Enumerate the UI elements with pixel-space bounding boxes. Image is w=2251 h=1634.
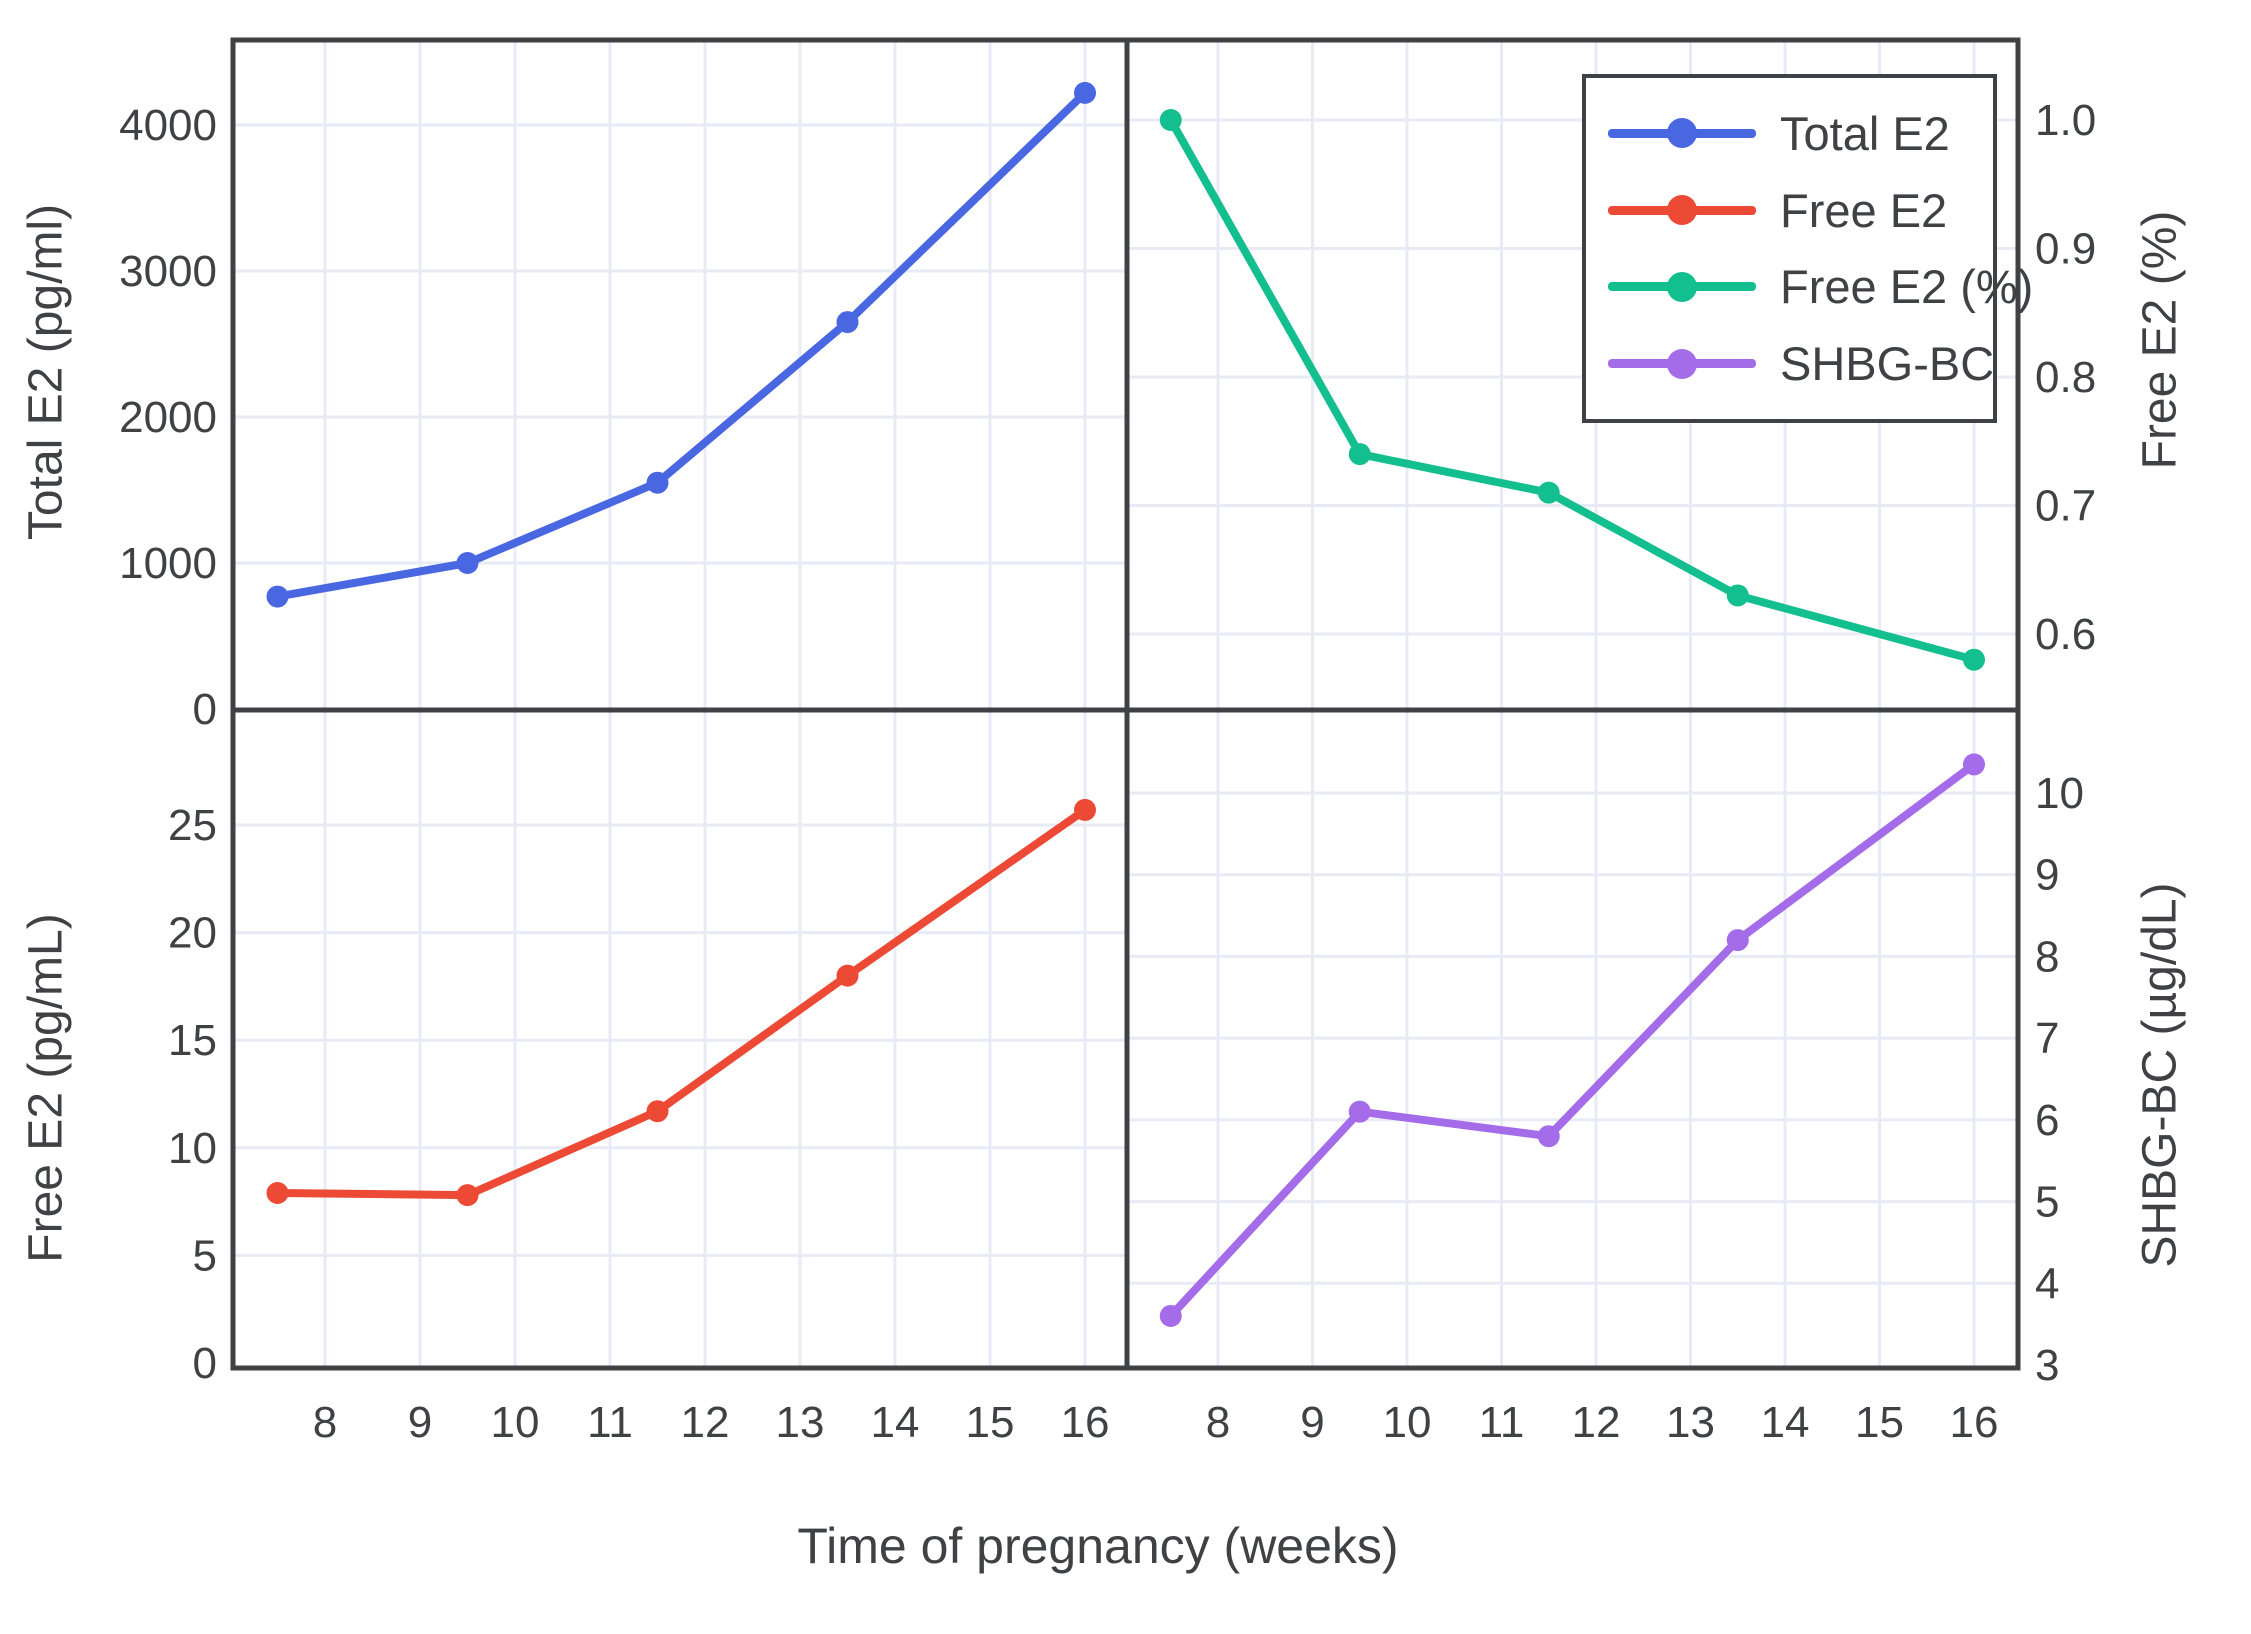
x-tick-label: 11 [587, 1398, 633, 1447]
data-point-free_e2 [266, 1181, 289, 1204]
y-tick-label-free_e2: 0 [193, 1339, 217, 1388]
series-line-free_e2 [273, 805, 1089, 1200]
data-point-free_e2_pct [1726, 584, 1749, 607]
data-point-free_e2_pct [1159, 109, 1182, 131]
series-line-total_e2 [273, 88, 1089, 601]
x-tick-label: 8 [1206, 1398, 1230, 1447]
legend-item-label: Free E2 (%) [1780, 260, 2034, 314]
x-tick-label: 16 [1061, 1398, 1110, 1447]
x-tick-label: 8 [313, 1398, 337, 1447]
y-tick-label-free_e2: 5 [193, 1231, 217, 1280]
x-tick-label: 11 [1479, 1398, 1525, 1447]
data-point-shbg_bc [1537, 1125, 1560, 1148]
data-point-free_e2_pct [1963, 648, 1985, 671]
x-tick-label: 13 [1666, 1398, 1715, 1447]
x-tick-label: 12 [681, 1398, 730, 1447]
legend-line-free-e2-icon [1608, 195, 1756, 226]
y-tick-label-total_e2: 3000 [119, 247, 217, 296]
data-point-free_e2 [456, 1184, 479, 1207]
legend-item-label: Free E2 [1780, 183, 1948, 237]
y-tick-label-free_e2: 20 [168, 909, 217, 958]
y-tick-label-shbg_bc: 10 [2035, 769, 2084, 818]
x-tick-label: 14 [1761, 1398, 1810, 1447]
data-point-free_e2 [1074, 798, 1096, 821]
y-tick-label-free_e2_pct: 0.8 [2035, 353, 2096, 402]
x-tick-label: 15 [966, 1398, 1015, 1447]
series-line-shbg_bc [1166, 760, 1978, 1320]
data-point-total_e2 [456, 552, 479, 574]
y-axis-title-shbg-bc: SHBG-BC (µg/dL) [2133, 882, 2187, 1268]
data-point-total_e2 [266, 585, 289, 608]
legend-item: Total E2 [1608, 106, 1993, 161]
data-point-total_e2 [646, 471, 669, 494]
y-tick-label-shbg_bc: 9 [2035, 851, 2059, 900]
x-tick-label: 16 [1950, 1398, 1999, 1447]
y-axis-title-free-e2: Free E2 (pg/mL) [19, 913, 73, 1263]
x-tick-label: 9 [408, 1398, 432, 1447]
data-point-shbg_bc [1159, 1304, 1182, 1327]
y-tick-label-shbg_bc: 5 [2035, 1178, 2059, 1227]
data-point-shbg_bc [1726, 929, 1749, 952]
y-tick-label-shbg_bc: 3 [2035, 1341, 2059, 1390]
y-tick-label-free_e2_pct: 0.9 [2035, 225, 2096, 274]
data-point-free_e2 [646, 1100, 669, 1123]
y-tick-label-free_e2_pct: 0.7 [2035, 482, 2096, 531]
x-tick-label: 14 [871, 1398, 920, 1447]
x-tick-label: 10 [491, 1398, 540, 1447]
y-axis-title-total-e2: Total E2 (pg/ml) [19, 203, 73, 541]
y-tick-label-shbg_bc: 8 [2035, 932, 2059, 981]
legend-dot-shbg-bc-icon [1667, 348, 1697, 379]
data-point-free_e2_pct [1348, 443, 1371, 466]
legend-line-total-e2-icon [1608, 118, 1756, 149]
x-tick-label: 15 [1855, 1398, 1904, 1447]
y-tick-label-total_e2: 0 [193, 685, 217, 734]
y-tick-label-free_e2_pct: 0.6 [2035, 610, 2096, 659]
y-tick-label-free_e2: 10 [168, 1124, 217, 1173]
y-tick-label-shbg_bc: 6 [2035, 1096, 2059, 1145]
data-point-free_e2 [836, 964, 859, 987]
y-tick-label-total_e2: 4000 [119, 101, 217, 150]
x-tick-label: 9 [1300, 1398, 1324, 1447]
y-tick-label-free_e2: 25 [168, 801, 217, 850]
data-point-total_e2 [1074, 81, 1096, 104]
legend-line-shbg-bc-icon [1608, 348, 1756, 379]
legend-item-label: Total E2 [1780, 106, 1950, 160]
y-tick-label-free_e2: 15 [168, 1016, 217, 1065]
legend-dot-total-e2-icon [1667, 118, 1697, 149]
legend: Total E2 Free E2 Free E2 (%) SHBG-BC [1582, 74, 2033, 423]
data-point-total_e2 [836, 311, 859, 334]
legend-item-label: SHBG-BC [1780, 337, 1995, 391]
data-point-shbg_bc [1348, 1100, 1371, 1123]
y-tick-label-total_e2: 1000 [119, 539, 217, 588]
legend-line-free-e2-pct-icon [1608, 271, 1756, 302]
y-tick-label-shbg_bc: 7 [2035, 1014, 2059, 1063]
legend-item: Free E2 [1608, 183, 1993, 238]
x-tick-label: 12 [1572, 1398, 1621, 1447]
legend-item: SHBG-BC [1608, 336, 1995, 391]
legend-dot-free-e2-pct-icon [1667, 271, 1697, 302]
y-axis-title-free-e2-pct: Free E2 (%) [2133, 210, 2187, 470]
data-point-free_e2_pct [1537, 481, 1560, 504]
legend-dot-free-e2-icon [1667, 195, 1697, 226]
y-tick-label-shbg_bc: 4 [2035, 1259, 2059, 1308]
y-tick-label-total_e2: 2000 [119, 393, 217, 442]
x-tick-label: 10 [1383, 1398, 1432, 1447]
x-axis-title: Time of pregnancy (weeks) [797, 1518, 1399, 1574]
x-tick-label: 13 [776, 1398, 825, 1447]
data-point-shbg_bc [1963, 753, 1985, 776]
y-tick-label-free_e2_pct: 1.0 [2035, 96, 2096, 145]
legend-item: Free E2 (%) [1608, 259, 2033, 314]
